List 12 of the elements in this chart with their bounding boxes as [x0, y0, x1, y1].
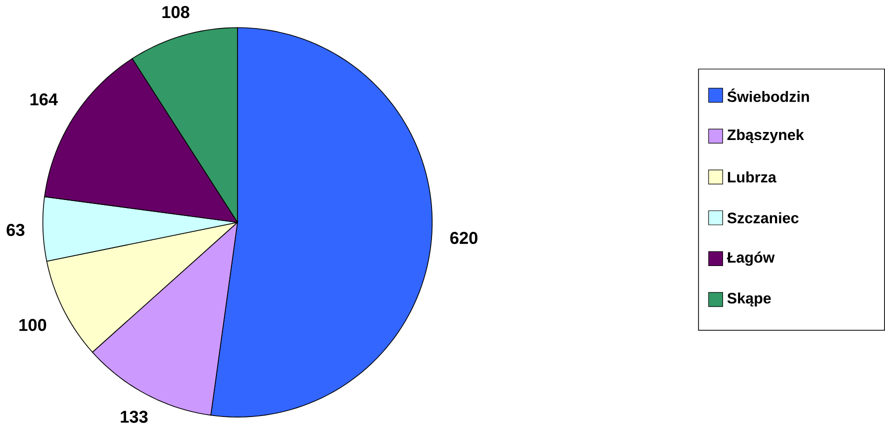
legend-label: Lubrza — [728, 171, 776, 183]
data-label: 133 — [120, 410, 148, 423]
data-label: 100 — [19, 318, 46, 332]
data-label: 63 — [6, 224, 24, 236]
legend-label: Szczaniec — [727, 212, 799, 224]
legend-label: Zbąszynek — [727, 129, 804, 144]
data-label: 164 — [30, 93, 58, 106]
legend-label: Łagów — [726, 252, 775, 266]
legend-label: Świebodzin — [727, 88, 809, 102]
data-label: 620 — [450, 232, 478, 244]
data-label: 108 — [162, 6, 190, 18]
legend-label: Skąpe — [727, 292, 771, 307]
